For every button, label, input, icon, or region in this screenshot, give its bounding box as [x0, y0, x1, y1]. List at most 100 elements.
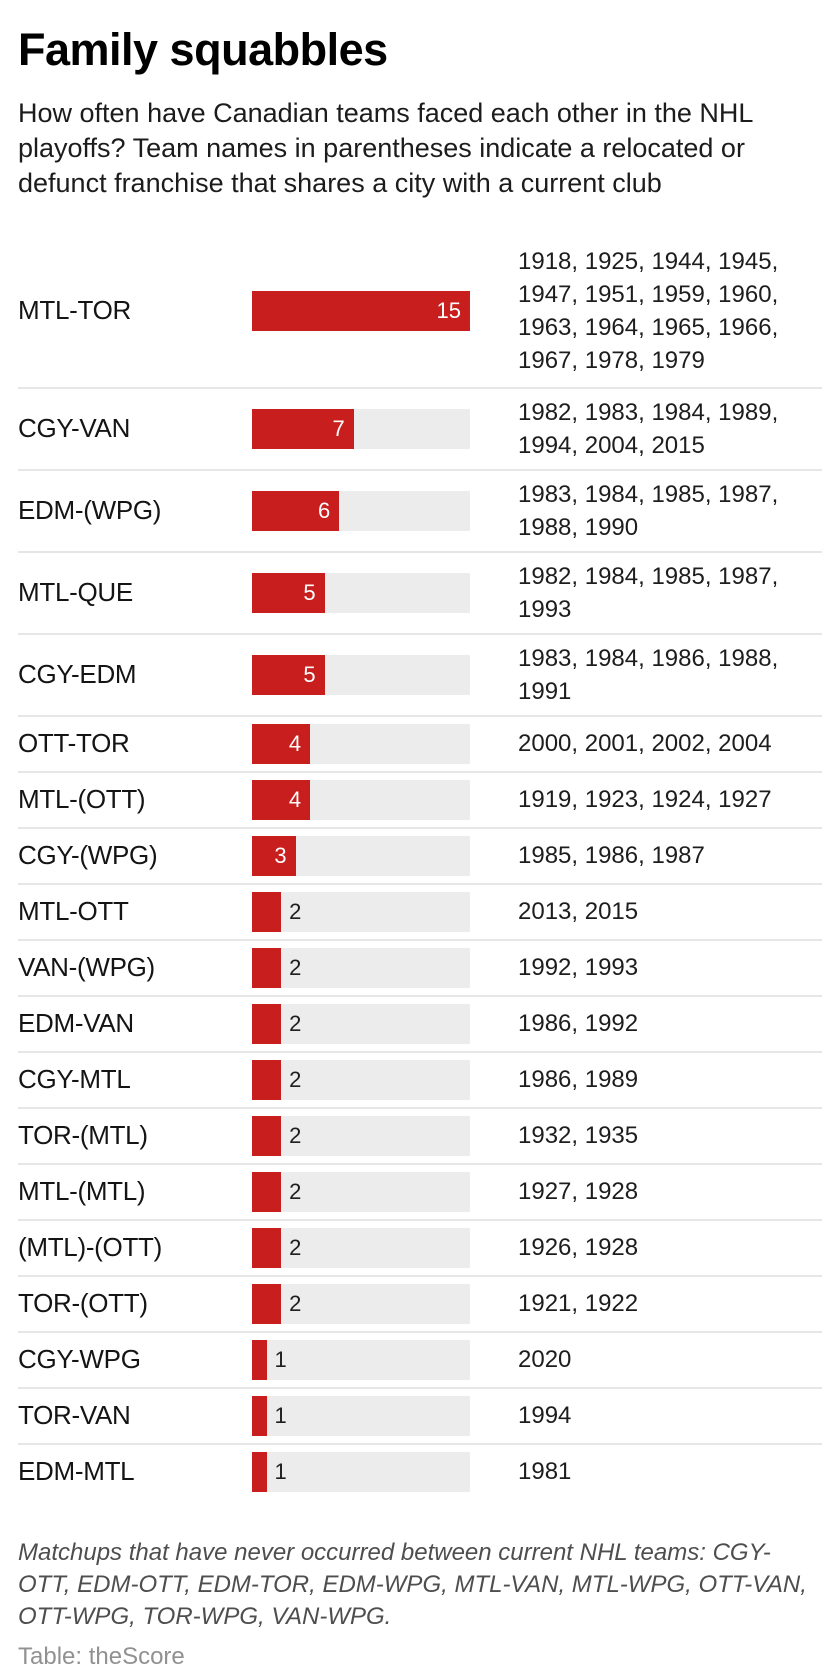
- bar-value: 2: [289, 898, 302, 924]
- matchup-row: TOR-(OTT) 2 1921, 1922: [18, 1274, 822, 1331]
- chart-footer: Matchups that have never occurred betwee…: [18, 1537, 822, 1671]
- matchup-row: TOR-VAN 1 1994: [18, 1386, 822, 1443]
- bar-value: 1: [274, 1346, 287, 1372]
- matchup-label: MTL-(OTT): [18, 784, 146, 815]
- bar-track: 6: [252, 490, 470, 531]
- matchup-years: 1986, 1989: [518, 1066, 639, 1094]
- matchup-years: 1926, 1928: [518, 1234, 639, 1262]
- matchup-row: CGY-EDM 5 1983, 1984, 1986, 1988, 1991: [18, 632, 822, 715]
- bar: [252, 1283, 282, 1324]
- bar-value: 1: [274, 1402, 287, 1428]
- matchup-row: EDM-(WPG) 6 1983, 1984, 1985, 1987, 1988, …: [18, 468, 822, 551]
- bar-track: 2: [252, 1059, 470, 1100]
- matchup-label: CGY-(WPG): [18, 840, 158, 871]
- matchup-years: 1983, 1984, 1986, 1988, 1991: [518, 644, 779, 705]
- matchup-label: MTL-OTT: [18, 896, 129, 927]
- bar-track: 4: [252, 779, 470, 820]
- bar: 7: [252, 408, 354, 449]
- matchup-label: EDM-(WPG): [18, 495, 162, 526]
- matchup-label: CGY-WPG: [18, 1344, 141, 1375]
- bar-value: 2: [289, 1178, 302, 1204]
- matchup-label: EDM-VAN: [18, 1008, 134, 1039]
- bar: [252, 1395, 267, 1436]
- bar-value: 2: [289, 1234, 302, 1260]
- bar: [252, 1059, 282, 1100]
- bar-track: 2: [252, 1115, 470, 1156]
- bar-track: 5: [252, 654, 470, 695]
- bar-track: 15: [252, 290, 470, 331]
- matchup-row: CGY-VAN 7 1982, 1983, 1984, 1989, 1994, 20…: [18, 386, 822, 469]
- chart-title: Family squabbles: [18, 24, 388, 75]
- chart-subtitle: How often have Canadian teams faced each…: [18, 97, 753, 198]
- matchup-label: CGY-MTL: [18, 1064, 131, 1095]
- bar: [252, 1003, 282, 1044]
- bar-value: 4: [288, 786, 302, 812]
- matchup-row: VAN-(WPG) 2 1992, 1993: [18, 938, 822, 995]
- matchup-row: OTT-TOR 4 2000, 2001, 2002, 2004: [18, 714, 822, 771]
- bar-track: 4: [252, 723, 470, 764]
- matchup-row: (MTL)-(OTT) 2 1926, 1928: [18, 1218, 822, 1275]
- bar-track: 7: [252, 408, 470, 449]
- matchup-row: CGY-WPG 1 2020: [18, 1330, 822, 1387]
- bar-value: 2: [289, 1066, 302, 1092]
- bar: [252, 947, 282, 988]
- matchup-label: CGY-VAN: [18, 413, 131, 444]
- matchup-label: MTL-QUE: [18, 577, 133, 608]
- matchup-years: 1992, 1993: [518, 954, 639, 982]
- matchup-row: MTL-QUE 5 1982, 1984, 1985, 1987, 1993: [18, 550, 822, 633]
- bar-track: 2: [252, 1171, 470, 1212]
- chart-footnote: Matchups that have never occurred betwee…: [18, 1538, 807, 1630]
- matchup-years: 1994: [518, 1402, 572, 1430]
- matchup-years: 1927, 1928: [518, 1178, 639, 1206]
- matchup-row: MTL-TOR 15 1918, 1925, 1944, 1945, 1947, 1…: [18, 233, 822, 387]
- bar-track: 2: [252, 1003, 470, 1044]
- bar: 4: [252, 779, 311, 820]
- bar-value: 2: [289, 1010, 302, 1036]
- matchup-row: TOR-(MTL) 2 1932, 1935: [18, 1106, 822, 1163]
- bar: 4: [252, 723, 311, 764]
- bar-track: 1: [252, 1395, 470, 1436]
- matchup-years: 1986, 1992: [518, 1010, 639, 1038]
- matchup-label: TOR-VAN: [18, 1400, 131, 1431]
- matchup-label: CGY-EDM: [18, 659, 137, 690]
- matchup-years: 1932, 1935: [518, 1122, 639, 1150]
- bar-track: 5: [252, 572, 470, 613]
- matchup-years: 2013, 2015: [518, 898, 639, 926]
- chart-source: Table: theScore: [18, 1642, 185, 1670]
- bar-track: 2: [252, 891, 470, 932]
- matchup-years: 1981: [518, 1458, 572, 1486]
- matchup-label: MTL-TOR: [18, 295, 131, 326]
- bar-chart-rows: MTL-TOR 15 1918, 1925, 1944, 1945, 1947, 1…: [18, 233, 822, 1499]
- bar-track: 1: [252, 1339, 470, 1380]
- bar-track: 2: [252, 1283, 470, 1324]
- infographic: Family squabbles How often have Canadian…: [18, 24, 822, 1671]
- bar-value: 2: [289, 1290, 302, 1316]
- bar: [252, 1171, 282, 1212]
- matchup-years: 1919, 1923, 1924, 1927: [518, 786, 772, 814]
- matchup-label: EDM-MTL: [18, 1456, 135, 1487]
- matchup-years: 1918, 1925, 1944, 1945, 1947, 1951, 1959…: [518, 247, 779, 374]
- matchup-row: CGY-(WPG) 3 1985, 1986, 1987: [18, 826, 822, 883]
- bar-chart: MTL-TOR 15 1918, 1925, 1944, 1945, 1947, 1…: [18, 233, 822, 1499]
- matchup-years: 1985, 1986, 1987: [518, 842, 705, 870]
- matchup-years: 1982, 1983, 1984, 1989, 1994, 2004, 2015: [518, 398, 779, 459]
- bar-value: 5: [303, 579, 316, 605]
- bar: [252, 891, 282, 932]
- matchup-years: 1921, 1922: [518, 1290, 639, 1318]
- matchup-row: MTL-(MTL) 2 1927, 1928: [18, 1162, 822, 1219]
- matchup-label: TOR-(OTT): [18, 1288, 148, 1319]
- bar-value: 5: [303, 661, 316, 687]
- matchup-row: EDM-MTL 1 1981: [18, 1442, 822, 1499]
- matchup-years: 1983, 1984, 1985, 1987, 1988, 1990: [518, 480, 779, 541]
- matchup-label: VAN-(WPG): [18, 952, 155, 983]
- bar-value: 15: [436, 297, 461, 323]
- bar: [252, 1451, 267, 1492]
- bar-value: 1: [274, 1458, 287, 1484]
- matchup-years: 1982, 1984, 1985, 1987, 1993: [518, 562, 779, 623]
- bar-value: 2: [289, 954, 302, 980]
- matchup-label: OTT-TOR: [18, 728, 130, 759]
- bar: 5: [252, 654, 325, 695]
- matchup-row: MTL-OTT 2 2013, 2015: [18, 882, 822, 939]
- bar-track: 3: [252, 835, 470, 876]
- matchup-row: MTL-(OTT) 4 1919, 1923, 1924, 1927: [18, 770, 822, 827]
